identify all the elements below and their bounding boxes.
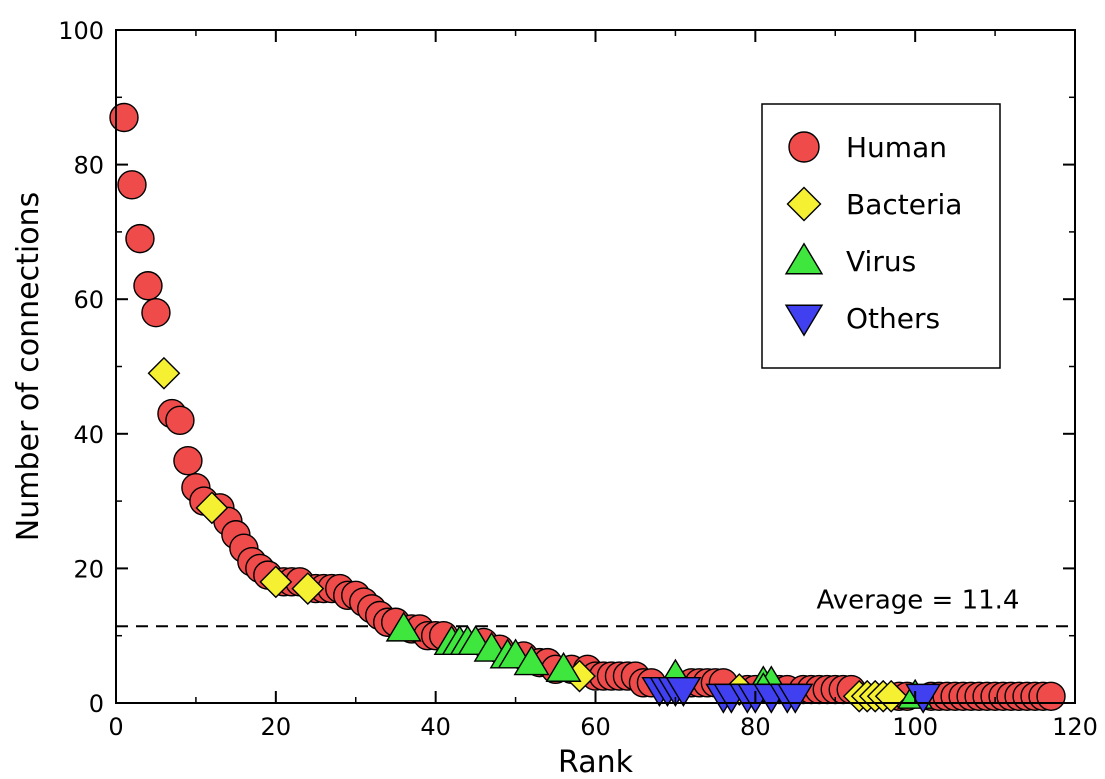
data-point-others — [777, 683, 814, 714]
average-annotation: Average = 11.4 — [817, 585, 1020, 615]
legend: Human Bacteria Virus Others — [761, 103, 1001, 369]
y-tick-label: 40 — [73, 421, 104, 449]
x-tick-label: 120 — [1052, 713, 1098, 741]
y-tick-label: 0 — [89, 690, 104, 718]
x-tick-label: 0 — [108, 713, 123, 741]
y-tick-label: 100 — [58, 17, 104, 45]
data-point-virus — [385, 611, 422, 642]
y-tick-label: 60 — [73, 286, 104, 314]
data-point-human — [1036, 681, 1066, 711]
data-point-virus — [545, 651, 582, 682]
x-tick-label: 60 — [580, 713, 611, 741]
legend-label-human: Human — [846, 131, 947, 164]
data-point-bacteria — [291, 572, 325, 605]
data-point-bacteria — [195, 491, 229, 525]
data-point-bacteria — [147, 356, 181, 390]
data-point-virus — [513, 645, 550, 676]
data-point-human — [109, 102, 139, 133]
data-point-human — [141, 297, 171, 328]
legend-marker-bacteria — [786, 186, 822, 222]
y-axis-title: Number of connections — [11, 192, 46, 541]
legend-label-others: Others — [846, 302, 940, 335]
series-others — [641, 676, 942, 714]
data-point-others — [665, 676, 702, 708]
axes: 0 20 40 60 80 100 120 0 20 40 60 80 100 — [58, 17, 1098, 741]
legend-marker-virus — [784, 242, 824, 275]
data-point-human — [165, 405, 195, 436]
x-tick-label: 100 — [892, 713, 938, 741]
legend-label-bacteria: Bacteria — [846, 188, 962, 221]
x-tick-label: 40 — [420, 713, 451, 741]
y-tick-label: 80 — [73, 152, 104, 180]
data-point-human — [125, 223, 155, 254]
legend-marker-human — [788, 131, 820, 163]
data-point-bacteria — [259, 565, 293, 599]
x-tick-label: 80 — [740, 713, 771, 741]
data-point-human — [117, 170, 147, 200]
x-tick-label: 20 — [261, 713, 292, 741]
legend-label-virus: Virus — [846, 245, 916, 278]
legend-marker-others — [784, 304, 824, 337]
y-tick-label: 20 — [73, 555, 104, 583]
data-point-human — [173, 446, 203, 476]
data-point-human — [133, 271, 163, 301]
x-axis-title: Rank — [558, 745, 634, 779]
